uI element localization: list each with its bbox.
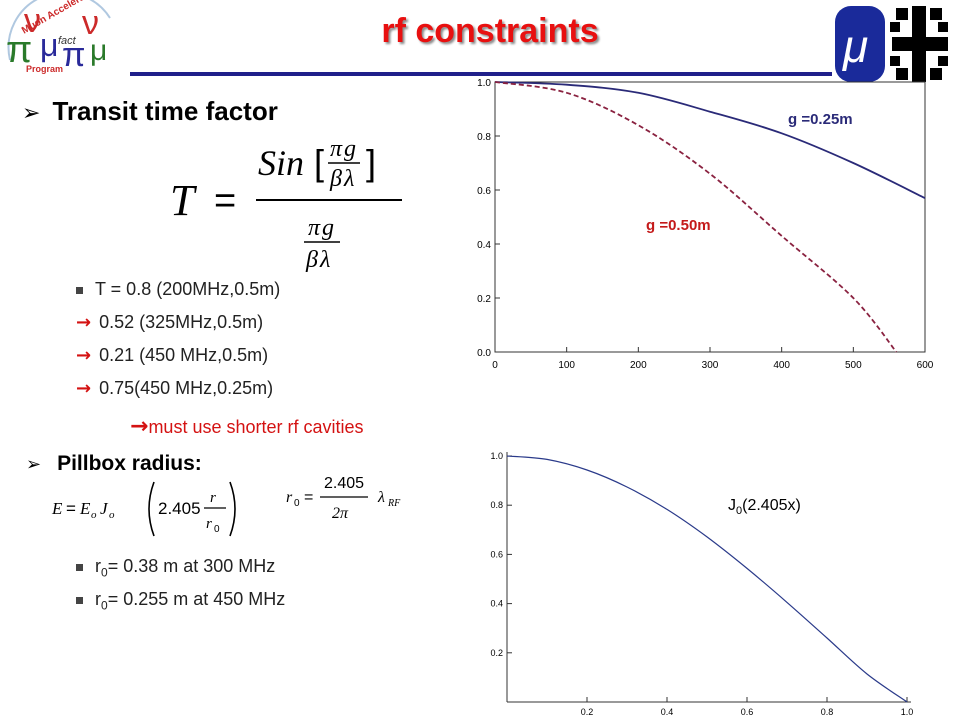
svg-text:Sin: Sin — [258, 143, 304, 183]
pillbox-field-formula: E = E o J o 2.405 r r 0 — [51, 481, 236, 537]
square-bullet-icon — [76, 563, 83, 571]
fermilab-logo: μ — [835, 6, 948, 82]
pillbox-item-1: r0= 0.38 m at 300 MHz — [76, 556, 275, 580]
svg-text:g: g — [322, 215, 334, 241]
x-tick-label: 0.2 — [581, 707, 594, 717]
square-bullet-icon — [76, 286, 83, 294]
svg-text:2.405: 2.405 — [158, 499, 201, 518]
x-tick-label: 400 — [773, 360, 790, 371]
svg-text:π: π — [62, 36, 85, 74]
transit-item-1: T = 0.8 (200MHz,0.5m) — [76, 279, 280, 300]
svg-text:J: J — [100, 499, 109, 518]
svg-text:Program: Program — [26, 64, 63, 74]
pillbox-heading: ➢ Pillbox radius: — [26, 452, 202, 475]
svg-text:o: o — [91, 509, 97, 521]
svg-text:2.405: 2.405 — [324, 475, 364, 492]
y-tick-label: 1.0 — [477, 78, 491, 89]
x-tick-label: 200 — [630, 360, 647, 371]
transit-item-3: → 0.21 (450 MHz,0.5m) — [76, 345, 269, 366]
y-tick-label: 0.8 — [490, 500, 503, 510]
square-bullet-icon — [76, 596, 83, 604]
svg-text:E: E — [79, 499, 91, 518]
series-label-g025: g =0.25m — [788, 111, 853, 128]
svg-text:=: = — [304, 489, 313, 506]
y-tick-label: 0.8 — [477, 132, 491, 143]
y-tick-label: 0.2 — [477, 294, 491, 305]
series-label-g050: g =0.50m — [646, 217, 711, 234]
x-tick-label: 0.6 — [741, 707, 754, 717]
muon-accelerator-program-logo: Muon Accelerator Program fact π μ π μ ν … — [6, 0, 111, 74]
svg-text:0: 0 — [294, 498, 300, 509]
right-arrow-icon: → — [76, 378, 92, 399]
y-tick-label: 0.4 — [490, 599, 503, 609]
svg-text:o: o — [109, 509, 115, 521]
transit-conclusion: →must use shorter rf cavities — [130, 414, 364, 439]
svg-text:π: π — [330, 136, 343, 162]
series-line-0 — [506, 455, 908, 703]
svg-text:0: 0 — [214, 524, 220, 535]
series-line-0 — [494, 81, 926, 199]
pillbox-radius-formula: r 0 = 2.405 2π λ RF — [286, 475, 401, 522]
y-tick-label: 0.2 — [490, 648, 503, 658]
svg-text:r: r — [210, 490, 216, 506]
transit-item-4: → 0.75(450 MHz,0.25m) — [76, 378, 274, 399]
right-arrow-icon: → — [76, 312, 92, 333]
svg-text:T: T — [170, 176, 198, 225]
svg-text:[: [ — [314, 142, 324, 183]
y-tick-label: 0.0 — [477, 348, 491, 359]
y-tick-label: 0.6 — [477, 186, 491, 197]
svg-text:r: r — [286, 489, 293, 506]
svg-text:fact: fact — [58, 35, 77, 47]
series-line-1 — [494, 81, 898, 353]
x-tick-label: 0 — [492, 360, 498, 371]
svg-text:π: π — [6, 29, 32, 71]
transit-heading: ➢ Transit time factor — [22, 96, 278, 126]
svg-text:r: r — [206, 516, 212, 532]
bessel-chart: 0.2 0.4 0.6 0.8 1.0 1.0 0.8 0.6 0.4 0.2 — [490, 451, 914, 717]
x-tick-label: 300 — [702, 360, 719, 371]
svg-text:=: = — [214, 180, 236, 222]
x-tick-label: 0.4 — [661, 707, 674, 717]
transit-time-formula: T = Sin [ π g β λ ] π g β λ — [170, 136, 402, 273]
svg-text:ν: ν — [82, 4, 99, 42]
y-tick-label: 1.0 — [490, 451, 503, 461]
svg-text:β: β — [329, 166, 342, 192]
right-arrow-icon: → — [76, 345, 92, 366]
svg-text:β: β — [305, 247, 318, 273]
svg-text:ν: ν — [24, 2, 41, 40]
title-divider — [130, 72, 832, 76]
right-arrow-icon: → — [130, 414, 149, 439]
svg-text:]: ] — [366, 142, 376, 183]
svg-text:λ: λ — [343, 166, 354, 192]
x-tick-label: 100 — [558, 360, 575, 371]
svg-text:RF: RF — [387, 498, 401, 509]
svg-text:λ: λ — [377, 489, 385, 506]
x-tick-label: 500 — [845, 360, 862, 371]
transit-item-2: → 0.52 (325MHz,0.5m) — [76, 312, 264, 333]
svg-text:μ: μ — [40, 27, 58, 63]
page-title: rf constraints — [381, 12, 599, 50]
svg-text:λ: λ — [319, 247, 330, 273]
transit-time-chart: 0 100 200 300 400 500 600 1.0 0.8 0.6 0.4 0.2 0.0 — [477, 78, 934, 371]
svg-text:g: g — [344, 136, 356, 162]
x-tick-label: 1.0 — [901, 707, 914, 717]
x-tick-label: 600 — [917, 360, 934, 371]
svg-text:μ: μ — [842, 20, 868, 72]
arrow-bullet-icon: ➢ — [22, 101, 41, 126]
y-tick-label: 0.6 — [490, 549, 503, 559]
series-label-bessel: J0(2.405x) — [728, 497, 801, 518]
svg-text:μ: μ — [90, 34, 107, 67]
svg-text:E: E — [51, 499, 63, 518]
pillbox-item-2: r0= 0.255 m at 450 MHz — [76, 589, 285, 613]
svg-text:π: π — [308, 215, 321, 241]
x-tick-label: 0.8 — [821, 707, 834, 717]
y-tick-label: 0.4 — [477, 240, 491, 251]
arrow-bullet-icon: ➢ — [26, 454, 42, 475]
svg-text:=: = — [66, 499, 76, 518]
svg-text:2π: 2π — [332, 505, 349, 522]
